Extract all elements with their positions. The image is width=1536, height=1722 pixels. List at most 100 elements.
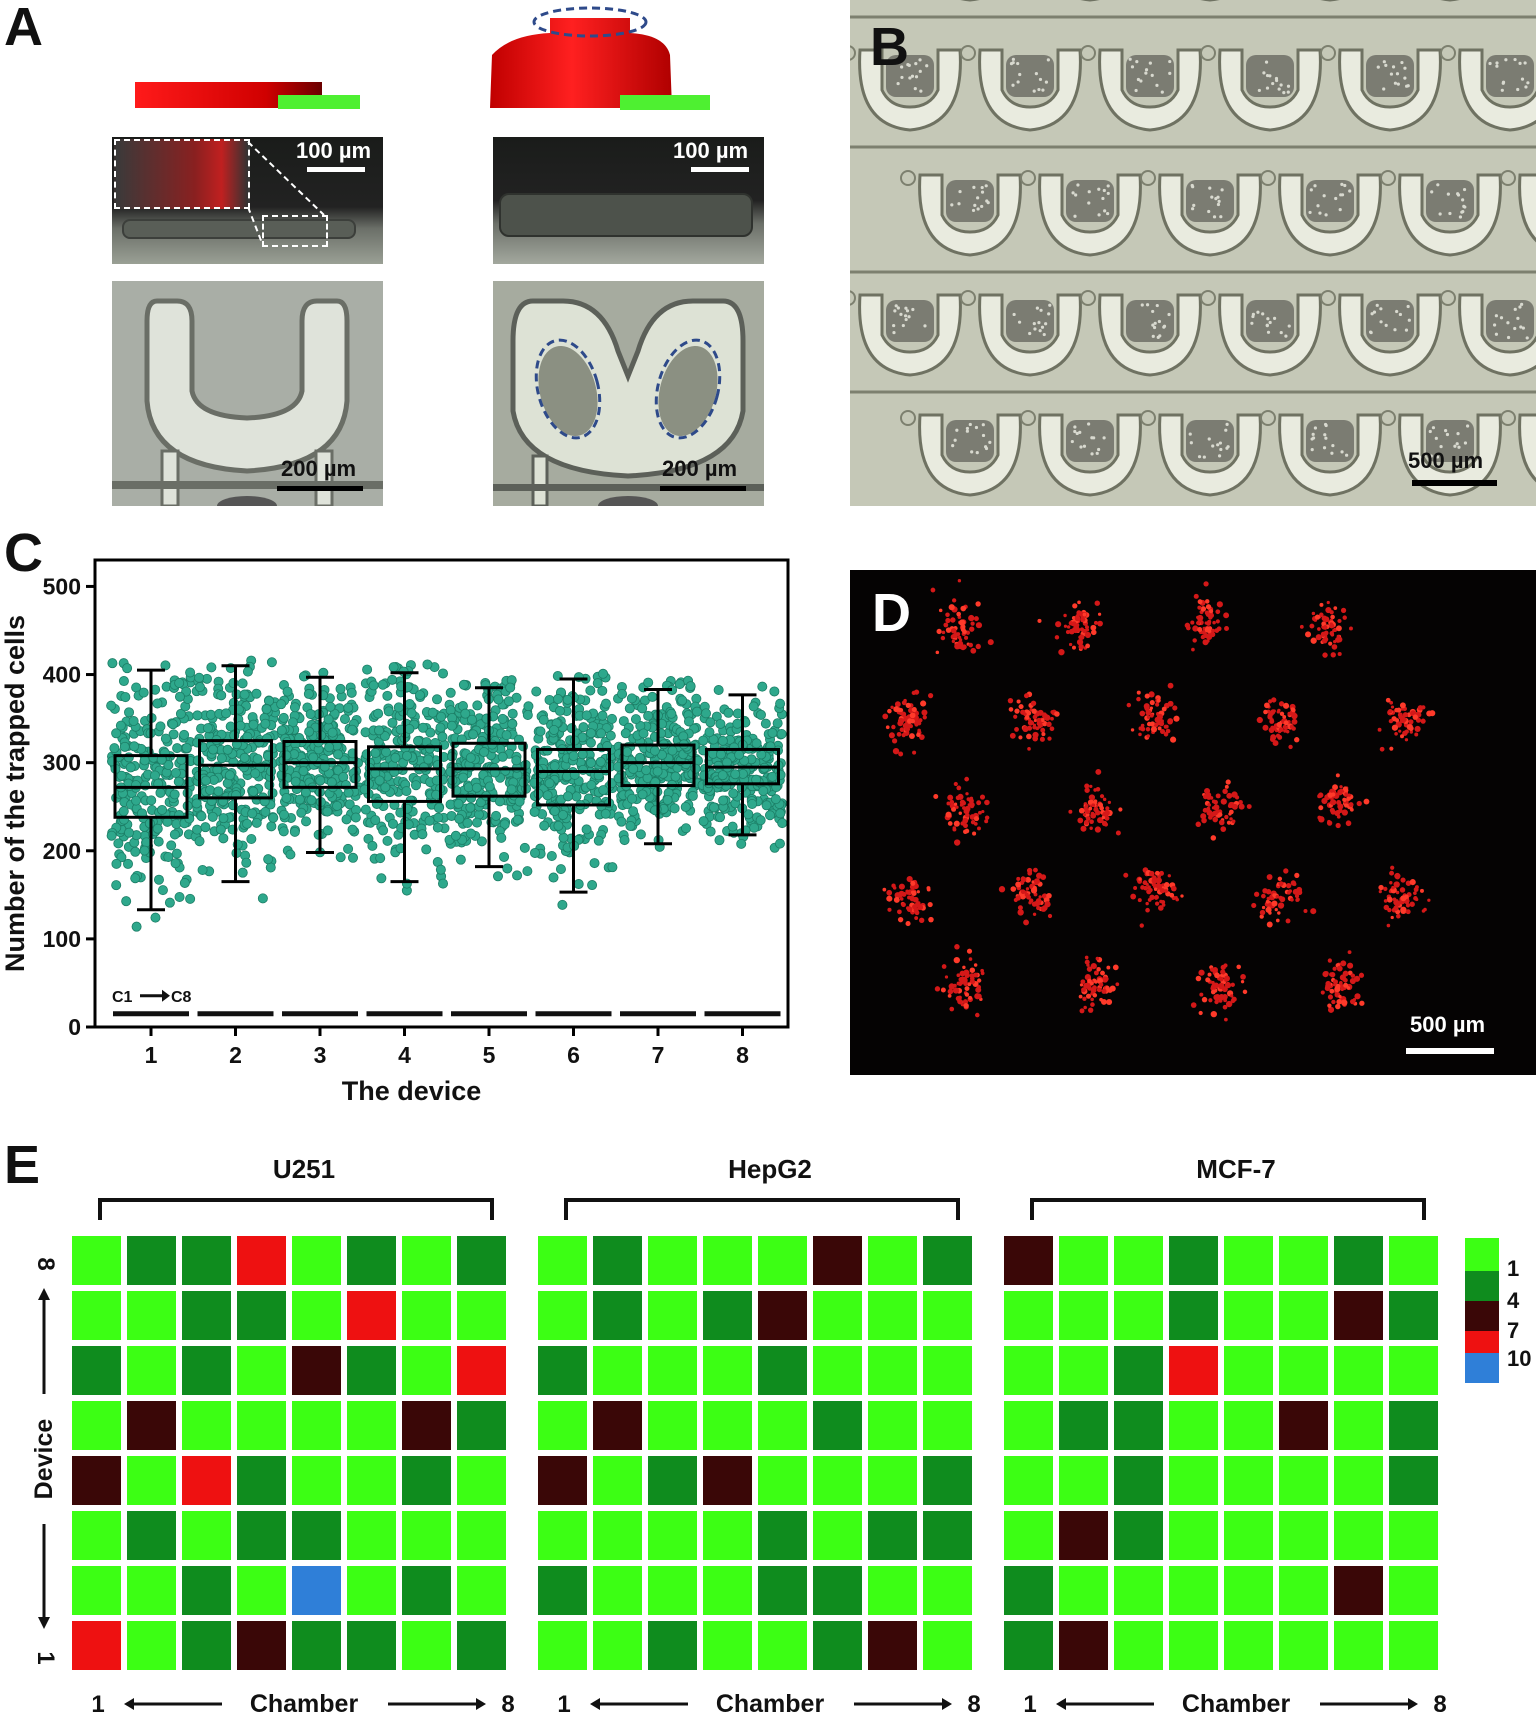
data-point xyxy=(153,874,164,885)
panel-letter-c: C xyxy=(4,523,43,583)
heatmap-cell xyxy=(347,1456,396,1505)
data-point xyxy=(465,828,476,839)
trap-unit xyxy=(1320,290,1442,377)
data-point xyxy=(638,728,649,739)
heatmap-cell xyxy=(813,1511,862,1560)
data-point xyxy=(200,822,211,833)
data-point xyxy=(325,701,336,712)
heatmap-cell xyxy=(402,1346,451,1395)
data-point xyxy=(194,836,205,847)
heatmap-cell xyxy=(1279,1236,1328,1285)
data-point xyxy=(289,826,300,837)
data-point xyxy=(595,756,606,767)
data-point xyxy=(152,823,163,834)
data-point xyxy=(225,721,236,732)
chamber-arrowhead-right xyxy=(1408,1698,1418,1710)
heatmap-title: U251 xyxy=(273,1154,335,1184)
data-point xyxy=(747,799,758,810)
heatmap-cell xyxy=(703,1511,752,1560)
data-point xyxy=(542,790,553,801)
data-point xyxy=(446,720,457,731)
box-device-2 xyxy=(197,664,274,1017)
data-point xyxy=(553,820,564,831)
heatmap-cell xyxy=(1389,1621,1438,1670)
heatmap-cell xyxy=(648,1511,697,1560)
heatmap-cell xyxy=(72,1511,121,1560)
data-point xyxy=(157,885,168,896)
data-point xyxy=(562,694,573,705)
panel-d-scale-label: 500 µm xyxy=(1410,1012,1486,1037)
heatmap-cell xyxy=(538,1236,587,1285)
data-point xyxy=(347,824,358,835)
panel-c-box-chart: 0 100 200 300 400 500 1 2 3 4 5 6 7 8 The device Number… xyxy=(0,558,790,1106)
heatmap-cell xyxy=(758,1236,807,1285)
data-point xyxy=(557,899,568,910)
data-point xyxy=(466,714,477,725)
heatmap-cell xyxy=(1224,1456,1273,1505)
heatmap-cell xyxy=(182,1511,231,1560)
device-axis-title: Device xyxy=(30,1419,58,1500)
group-bracket xyxy=(564,1198,960,1220)
box-device-1 xyxy=(113,668,189,1017)
data-point xyxy=(755,709,766,720)
data-point xyxy=(138,687,149,698)
heatmap-cell xyxy=(1059,1566,1108,1615)
data-point xyxy=(404,698,415,709)
data-point xyxy=(401,786,412,797)
data-point xyxy=(239,752,250,763)
data-point xyxy=(597,710,608,721)
heatmap-cell xyxy=(1059,1621,1108,1670)
data-point xyxy=(107,658,118,669)
heatmap-cell xyxy=(1224,1401,1273,1450)
data-point xyxy=(171,848,182,859)
data-point xyxy=(390,752,401,763)
data-point xyxy=(263,854,274,865)
data-point xyxy=(492,871,503,882)
heatmap-cell xyxy=(703,1236,752,1285)
data-point xyxy=(111,858,122,869)
legend-swatch xyxy=(1465,1353,1499,1383)
data-point xyxy=(347,852,358,863)
data-point xyxy=(643,710,654,721)
data-point xyxy=(628,806,639,817)
x-tick-label: 6 xyxy=(567,1042,580,1068)
data-point xyxy=(343,702,354,713)
data-point xyxy=(221,708,232,719)
data-point xyxy=(106,830,117,841)
data-point xyxy=(587,880,598,891)
heatmap-mcf-7: MCF-7 1 Chamber 8 xyxy=(1000,1154,1447,1718)
data-point xyxy=(546,850,557,861)
heatmap-cell xyxy=(402,1511,451,1560)
data-point xyxy=(577,749,588,760)
data-point xyxy=(216,690,227,701)
heatmap-cell xyxy=(457,1236,506,1285)
data-point xyxy=(265,862,276,873)
heatmap-cell xyxy=(813,1236,862,1285)
data-point xyxy=(304,726,315,737)
trap-unit xyxy=(900,410,1022,497)
heatmap-cell xyxy=(347,1291,396,1340)
data-point xyxy=(761,800,772,811)
data-point xyxy=(373,708,384,719)
data-point xyxy=(343,843,354,854)
data-point xyxy=(552,694,563,705)
heatmap-cell xyxy=(758,1346,807,1395)
data-point xyxy=(624,703,635,714)
heatmap-cell xyxy=(1169,1346,1218,1395)
heatmap-cell xyxy=(1114,1346,1163,1395)
data-point xyxy=(247,808,258,819)
data-point xyxy=(278,712,289,723)
data-point xyxy=(335,852,346,863)
data-point xyxy=(503,696,514,707)
heatmap-cell xyxy=(648,1401,697,1450)
data-point xyxy=(160,733,171,744)
heatmap-cell xyxy=(237,1566,286,1615)
data-point xyxy=(260,718,271,729)
heatmap-cell xyxy=(1279,1291,1328,1340)
heatmap-cell xyxy=(593,1566,642,1615)
heatmap-cell xyxy=(1004,1401,1053,1450)
legend-label: 10 xyxy=(1507,1346,1531,1371)
y-tick-label: 400 xyxy=(43,662,81,688)
data-point xyxy=(716,749,727,760)
data-point xyxy=(194,672,205,683)
